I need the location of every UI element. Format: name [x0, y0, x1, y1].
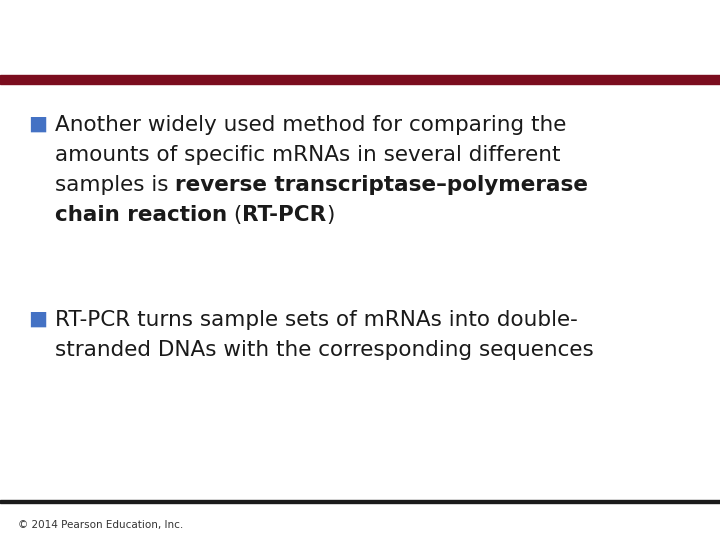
Text: amounts of specific mRNAs in several different: amounts of specific mRNAs in several dif… — [55, 145, 560, 165]
Bar — [0, 75, 720, 84]
Bar — [0, 500, 720, 503]
Text: © 2014 Pearson Education, Inc.: © 2014 Pearson Education, Inc. — [18, 520, 184, 530]
Text: Another widely used method for comparing the: Another widely used method for comparing… — [55, 115, 567, 135]
Text: RT-PCR turns sample sets of mRNAs into double-: RT-PCR turns sample sets of mRNAs into d… — [55, 310, 577, 330]
Text: chain reaction: chain reaction — [55, 205, 227, 225]
Text: RT-PCR: RT-PCR — [243, 205, 326, 225]
Text: ): ) — [326, 205, 335, 225]
Text: stranded DNAs with the corresponding sequences: stranded DNAs with the corresponding seq… — [55, 340, 594, 360]
Text: ■: ■ — [28, 310, 47, 329]
Text: (: ( — [227, 205, 243, 225]
Text: reverse transcriptase–polymerase: reverse transcriptase–polymerase — [176, 175, 588, 195]
Text: samples is: samples is — [55, 175, 176, 195]
Text: ■: ■ — [28, 115, 47, 134]
